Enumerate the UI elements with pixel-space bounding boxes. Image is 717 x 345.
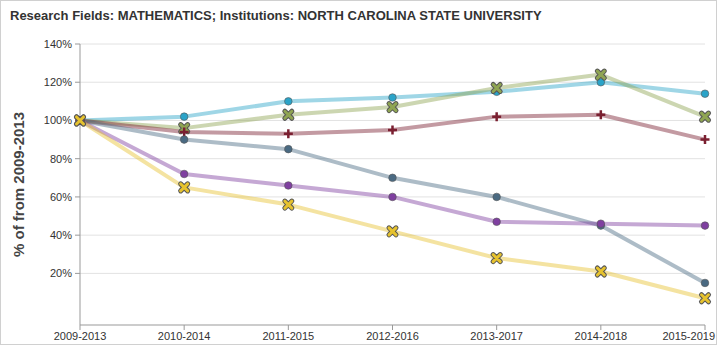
marker-circle <box>493 218 501 226</box>
marker-circle <box>285 98 293 106</box>
y-tick-label: 100% <box>44 114 72 126</box>
marker-outline <box>389 104 396 111</box>
marker-circle <box>180 170 188 178</box>
marker-fill <box>702 113 709 120</box>
marker-x <box>77 117 84 124</box>
marker-circle <box>180 113 188 121</box>
x-tick-label: 2012-2016 <box>366 330 419 342</box>
title: Research Fields: MATHEMATICS; Institutio… <box>10 8 542 23</box>
marker-fill <box>389 104 396 111</box>
marker-circle <box>76 117 84 125</box>
marker-circle <box>597 220 605 228</box>
marker-plus <box>388 126 397 135</box>
marker-circle <box>493 193 501 201</box>
marker-fill <box>702 295 709 302</box>
marker-plus <box>492 112 501 121</box>
marker-plus <box>596 110 605 119</box>
marker-circle <box>701 222 709 230</box>
marker-outline <box>77 117 84 124</box>
y-tick <box>75 196 80 197</box>
marker-circle <box>285 182 293 190</box>
series-line <box>80 120 705 225</box>
y-tick <box>75 82 80 83</box>
marker-outline <box>285 201 292 208</box>
y-axis-label: % of from 2009-2013 <box>10 112 27 257</box>
marker-x <box>181 184 188 191</box>
marker-x <box>285 201 292 208</box>
marker-outline <box>181 184 188 191</box>
marker-x <box>493 255 500 262</box>
marker-x <box>597 71 604 78</box>
marker-fill <box>285 201 292 208</box>
marker-outline <box>493 84 500 91</box>
marker-plus <box>180 127 189 136</box>
marker-x <box>389 104 396 111</box>
marker-outline <box>493 255 500 262</box>
y-tick-label: 40% <box>50 229 72 241</box>
marker-fill <box>285 111 292 118</box>
marker-outline <box>285 111 292 118</box>
marker-plus <box>76 116 85 125</box>
marker-outline <box>389 228 396 235</box>
marker-circle <box>76 117 84 125</box>
series-line <box>80 120 705 298</box>
marker-circle <box>701 90 709 98</box>
y-tick <box>75 158 80 159</box>
y-tick-label: 140% <box>44 38 72 50</box>
marker-x <box>493 84 500 91</box>
marker-fill <box>181 184 188 191</box>
marker-fill <box>77 117 84 124</box>
marker-x <box>77 117 84 124</box>
marker-circle <box>76 117 84 125</box>
x-tick-label: 2014-2018 <box>575 330 628 342</box>
marker-fill <box>77 117 84 124</box>
x-tick-label: 2013-2017 <box>470 330 523 342</box>
marker-plus <box>284 129 293 138</box>
marker-circle <box>701 279 709 287</box>
y-tick-label: 120% <box>44 76 72 88</box>
plot-area <box>76 71 710 302</box>
marker-plus <box>701 135 710 144</box>
marker-fill <box>389 228 396 235</box>
y-tick <box>75 273 80 274</box>
x-tick-label: 2009-2013 <box>54 330 107 342</box>
x-tick-label: 2010-2014 <box>158 330 211 342</box>
y-tick <box>75 235 80 236</box>
x-tick-label: 2015-2019 <box>662 330 715 342</box>
y-tick-label: 20% <box>50 267 72 279</box>
marker-fill <box>597 71 604 78</box>
marker-outline <box>702 113 709 120</box>
y-tick-label: 80% <box>50 153 72 165</box>
y-tick-label: 60% <box>50 191 72 203</box>
x-tick-label: 2011-2015 <box>262 330 314 342</box>
marker-outline <box>597 71 604 78</box>
series-line <box>80 75 705 129</box>
chart: Research Fields: MATHEMATICS; Institutio… <box>0 0 717 345</box>
grid-line <box>80 158 705 159</box>
marker-x <box>702 113 709 120</box>
y-tick <box>75 44 80 45</box>
marker-fill <box>597 268 604 275</box>
y-axis <box>80 44 81 325</box>
marker-circle <box>389 94 397 102</box>
marker-x <box>389 228 396 235</box>
marker-x <box>285 111 292 118</box>
marker-x <box>702 295 709 302</box>
marker-outline <box>597 268 604 275</box>
marker-outline <box>702 295 709 302</box>
marker-circle <box>285 145 293 153</box>
marker-circle <box>180 136 188 144</box>
marker-circle <box>389 174 397 182</box>
marker-circle <box>389 193 397 201</box>
series-line <box>80 82 705 120</box>
marker-x <box>597 268 604 275</box>
series-line <box>80 120 705 282</box>
frame <box>1 1 717 345</box>
grid-line <box>80 120 705 121</box>
marker-outline <box>77 117 84 124</box>
marker-fill <box>493 84 500 91</box>
marker-fill <box>493 255 500 262</box>
grid-line <box>80 44 705 45</box>
